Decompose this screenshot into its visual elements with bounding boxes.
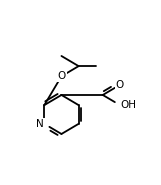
Text: OH: OH [121, 100, 137, 110]
Text: N: N [36, 119, 43, 129]
Text: O: O [116, 80, 124, 90]
Text: O: O [57, 71, 66, 81]
